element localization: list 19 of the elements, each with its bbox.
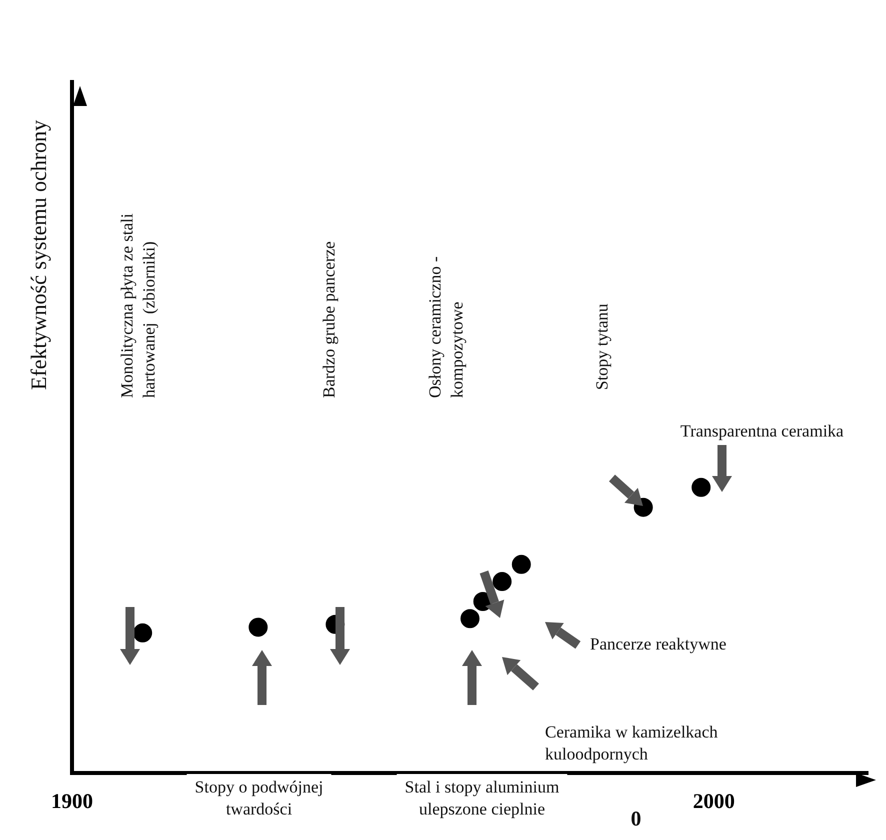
point xyxy=(492,572,512,592)
text: Transparentna ceramika xyxy=(680,421,844,440)
point xyxy=(512,554,531,574)
text: 0 xyxy=(630,806,642,830)
text: Efektywność systemu ochrony xyxy=(26,120,51,390)
point xyxy=(248,618,268,637)
text: Osłony ceramiczno - kompozytowe xyxy=(425,256,466,398)
x-tick-label: 2000 xyxy=(692,788,735,813)
text: Bardzo grube pancerze xyxy=(319,241,338,398)
text: Stal i stopy aluminium ulepszone cieplnie xyxy=(404,777,560,818)
point xyxy=(460,609,480,628)
point xyxy=(133,623,152,642)
point xyxy=(692,478,711,497)
annotation: Ceramika w kamizelkach kuloodpornych xyxy=(545,722,718,764)
text: Stopy tytanu xyxy=(592,303,612,390)
text: Stopy o podwójnej twardości xyxy=(194,777,324,818)
x-tick-label: 1900 xyxy=(51,788,93,813)
text: Monolityczna płyta ze stali hartowanej (zbiorniki) xyxy=(117,213,158,398)
annotation: Pancerze reaktywne xyxy=(590,634,726,654)
